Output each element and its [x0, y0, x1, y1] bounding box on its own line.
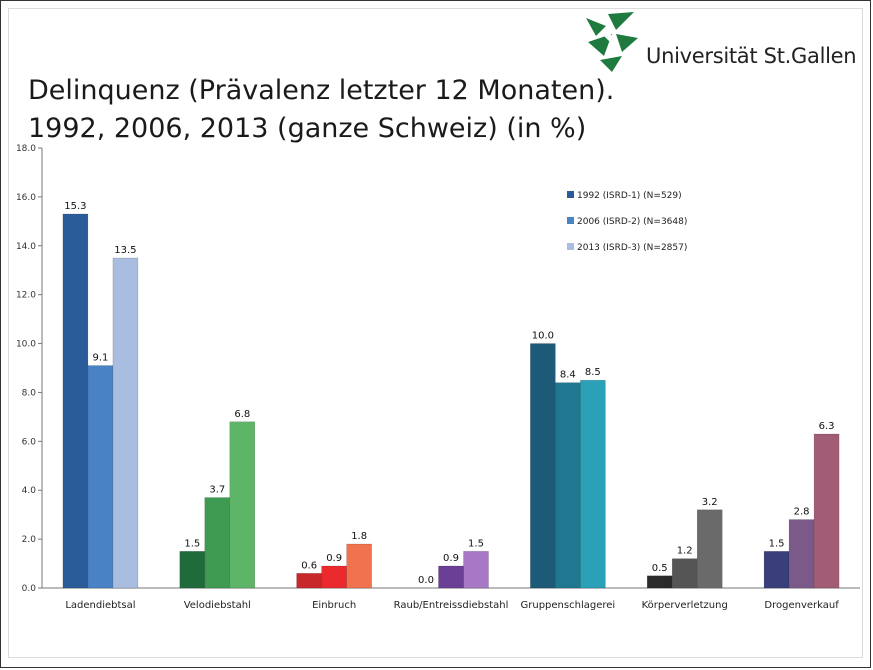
university-logo: Universität St.Gallen: [582, 12, 867, 82]
bar: [112, 257, 139, 589]
data-label: 0.9: [443, 553, 459, 564]
data-label: 10.0: [532, 331, 554, 342]
chart-legend: 1992 (ISRD-1) (N=529) 2006 (ISRD-2) (N=36…: [567, 191, 687, 253]
y-tick-label: 2.0: [22, 535, 37, 545]
data-label: 1.5: [769, 538, 785, 549]
bar: [296, 573, 322, 589]
legend-label: 1992 (ISRD-1) (N=529): [577, 191, 682, 201]
bar: [763, 551, 790, 589]
bar: [696, 509, 723, 589]
bar: [321, 565, 347, 589]
y-tick-label: 16.0: [16, 193, 36, 203]
data-label: 0.9: [326, 553, 342, 564]
data-label: 15.3: [64, 201, 86, 212]
legend-swatch: [567, 217, 574, 224]
bar: [438, 565, 464, 589]
title-line-1: Delinquenz (Prävalenz letzter 12 Monaten…: [28, 75, 615, 106]
y-tick-label: 8.0: [22, 388, 37, 398]
legend-swatch: [567, 243, 574, 250]
data-label: 3.7: [209, 485, 225, 496]
bar: [671, 558, 698, 589]
data-label: 13.5: [114, 245, 136, 256]
category-label: Raub/Entreissdiebstahl: [394, 600, 509, 611]
bar: [463, 551, 489, 589]
data-label: 3.2: [702, 497, 718, 508]
y-tick-label: 0.0: [22, 584, 37, 594]
chart-bars: [62, 213, 840, 589]
data-label: 1.8: [351, 531, 367, 542]
category-label: Körperverletzung: [642, 600, 728, 611]
bar: [229, 421, 256, 589]
bar: [204, 497, 231, 589]
data-label: 6.8: [234, 409, 250, 420]
bar: [530, 343, 556, 589]
data-label: 8.4: [560, 370, 576, 381]
logo-text: Universität St.Gallen: [646, 44, 857, 68]
legend-label: 2013 (ISRD-3) (N=2857): [577, 243, 687, 253]
legend-label: 2006 (ISRD-2) (N=3648): [577, 217, 687, 227]
bar: [555, 382, 581, 589]
data-label: 1.2: [677, 546, 693, 557]
bar: [788, 519, 815, 589]
category-label: Einbruch: [312, 600, 356, 611]
chart-axes: 0.0 2.0 4.0 6.0 8.0 10.0 12.0 14.0 16.0 18.0: [16, 144, 860, 594]
data-label: 1.5: [468, 538, 484, 549]
y-tick-label: 12.0: [16, 291, 36, 301]
y-tick-label: 4.0: [22, 486, 37, 496]
bar: [813, 433, 840, 589]
data-label: 8.5: [585, 367, 601, 378]
data-label: 2.8: [794, 507, 810, 518]
bar: [580, 379, 606, 589]
category-label: Gruppenschlagerei: [521, 600, 616, 611]
bar: [87, 365, 114, 589]
data-label: 0.0: [418, 575, 434, 586]
y-tick-label: 14.0: [16, 242, 36, 252]
data-label: 9.1: [92, 353, 108, 364]
data-label: 0.5: [652, 563, 668, 574]
y-tick-label: 18.0: [16, 144, 36, 154]
y-tick-label: 6.0: [22, 437, 37, 447]
category-label: Velodiebstahl: [184, 600, 251, 611]
y-tick-label: 10.0: [16, 340, 36, 350]
title-line-2: 1992, 2006, 2013 (ganze Schweiz) (in %): [28, 113, 587, 144]
bar: [179, 551, 206, 589]
category-label: Ladendiebtsal: [65, 600, 135, 611]
bar: [62, 213, 89, 589]
data-label: 0.6: [301, 560, 317, 571]
bar: [646, 575, 673, 589]
legend-swatch: [567, 191, 574, 198]
hsg-leaf-icon: [582, 12, 642, 74]
category-label: Drogenverkauf: [764, 600, 839, 611]
bar: [346, 543, 372, 589]
data-label: 1.5: [184, 538, 200, 549]
slide-title: Delinquenz (Prävalenz letzter 12 Monaten…: [28, 72, 614, 148]
data-label: 6.3: [819, 421, 835, 432]
chart-labels: 15.3 9.1 13.5 Ladendiebtsal 1.5 3.7 6.8 Velodie…: [64, 201, 839, 611]
